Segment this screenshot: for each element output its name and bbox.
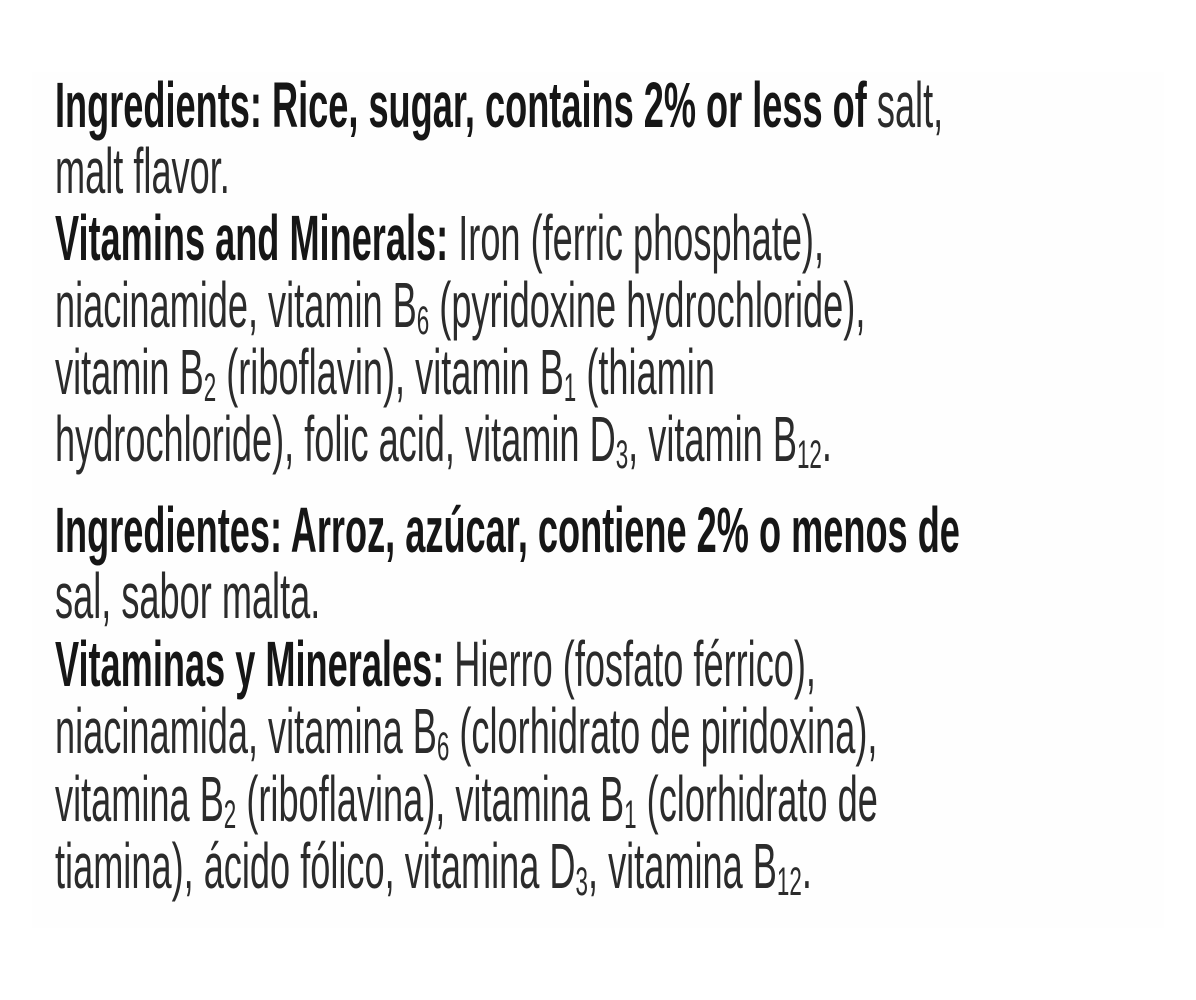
label-line: vitamin B2 (riboflavin), vitamin B1 (thi…: [55, 336, 715, 408]
label-text: , vitamin B: [628, 403, 797, 475]
label-text: (clorhidrato de: [636, 763, 878, 835]
label-text: vitamin B: [55, 336, 204, 408]
subscript-text: 12: [796, 433, 822, 478]
label-text: salt,: [866, 69, 944, 141]
label-text: (riboflavin), vitamin B: [216, 336, 564, 408]
label-text: (riboflavina), vitamina B: [236, 763, 625, 835]
label-line: Vitamins and Minerals: Iron (ferric phos…: [55, 205, 824, 272]
label-text: , vitamina B: [587, 830, 777, 902]
subscript-text: 1: [563, 366, 577, 411]
subscript-text: 12: [776, 860, 802, 905]
subscript-text: 6: [436, 725, 450, 770]
label-text: niacinamida, vitamina B: [55, 695, 437, 767]
label-line: Vitaminas y Minerales: Hierro (fosfato f…: [55, 631, 816, 698]
label-text: malt flavor.: [55, 135, 230, 207]
label-text: vitamina B: [55, 763, 224, 835]
label-heading-text: Ingredientes: Arroz, azúcar, contiene 2%…: [55, 494, 960, 566]
label-line: tiamina), ácido fólico, vitamina D3, vit…: [55, 830, 812, 902]
label-line: Ingredients: Rice, sugar, contains 2% or…: [55, 72, 943, 139]
label-text: (clorhidrato de piridoxina),: [449, 695, 878, 767]
label-text: .: [801, 830, 812, 902]
label-line: Ingredientes: Arroz, azúcar, contiene 2%…: [55, 497, 960, 564]
label-text: Hierro (fosfato férrico),: [444, 628, 816, 700]
label-text: (pyridoxine hydrochloride),: [429, 269, 866, 341]
subscript-text: 2: [203, 366, 217, 411]
label-heading-text: Ingredients: Rice, sugar, contains 2% or…: [55, 69, 867, 141]
label-text: Iron (ferric phosphate),: [448, 202, 825, 274]
subscript-text: 3: [615, 433, 629, 478]
label-heading-text: Vitamins and Minerals:: [55, 202, 449, 274]
label-line: malt flavor.: [55, 138, 230, 205]
label-text: hydrochloride), folic acid, vitamin D: [55, 403, 616, 475]
subscript-text: 6: [416, 299, 430, 344]
label-line: niacinamida, vitamina B6 (clorhidrato de…: [55, 695, 878, 767]
subscript-text: 2: [223, 793, 237, 838]
label-line: hydrochloride), folic acid, vitamin D3, …: [55, 403, 832, 475]
label-heading-text: Vitaminas y Minerales:: [55, 628, 445, 700]
ingredients-label: [32, 72, 1164, 928]
label-text: sal, sabor malta.: [55, 560, 321, 632]
label-text: (thiamin: [576, 336, 715, 408]
label-text: .: [821, 403, 832, 475]
label-line: vitamina B2 (riboflavina), vitamina B1 (…: [55, 763, 878, 835]
label-text: niacinamide, vitamin B: [55, 269, 417, 341]
label-line: sal, sabor malta.: [55, 563, 320, 630]
subscript-text: 1: [624, 793, 637, 838]
subscript-text: 3: [575, 860, 588, 905]
label-text: tiamina), ácido fólico, vitamina D: [55, 830, 576, 902]
label-line: niacinamide, vitamin B6 (pyridoxine hydr…: [55, 269, 866, 341]
